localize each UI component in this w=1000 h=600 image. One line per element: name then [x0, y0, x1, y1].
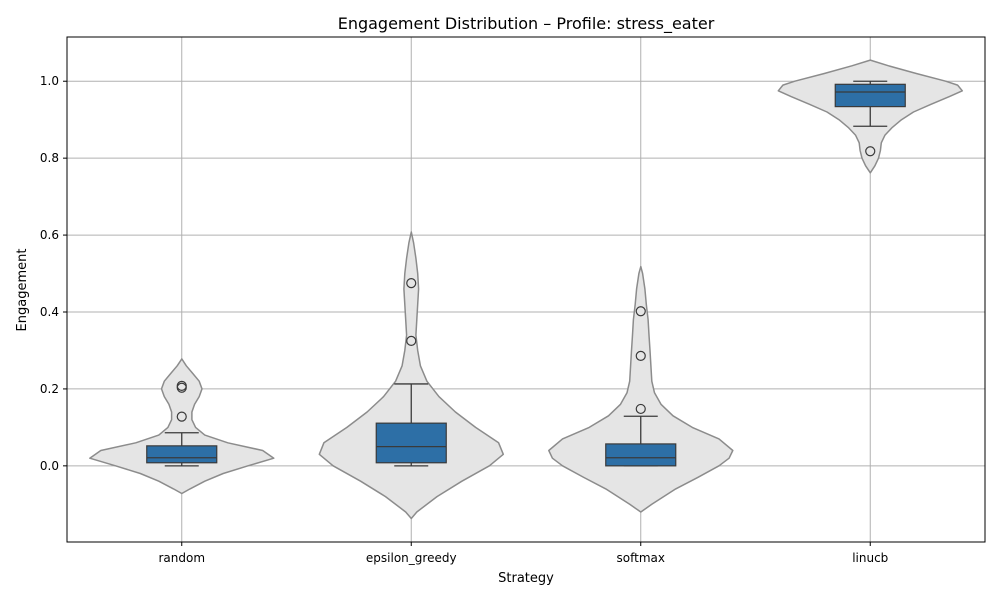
plot-frame — [66, 36, 986, 543]
box-linucb — [834, 83, 906, 108]
y-tick-label: 0.4 — [40, 305, 59, 319]
x-tick-label: random — [158, 551, 205, 565]
outlier-point — [176, 411, 187, 422]
violin-epsilon_greedy — [318, 231, 505, 520]
x-tick-label: softmax — [617, 551, 665, 565]
boxplots — [146, 80, 906, 467]
y-tick-label: 0.8 — [40, 151, 59, 165]
outlier-point — [635, 306, 646, 317]
y-tick-label: 0.2 — [40, 382, 59, 396]
outlier-point — [406, 278, 417, 289]
y-axis-label: Engagement — [15, 249, 30, 332]
outlier-point — [176, 380, 187, 391]
x-axis-ticks: random epsilon_greedy softmax linucb — [158, 542, 888, 565]
outlier-point — [865, 146, 876, 157]
chart-title: Engagement Distribution – Profile: stres… — [338, 14, 715, 34]
y-tick-label: 0.0 — [40, 459, 59, 473]
box-random — [146, 445, 218, 464]
outlier-point — [635, 350, 646, 361]
y-tick-label: 1.0 — [40, 74, 59, 88]
x-tick-label: linucb — [852, 551, 888, 565]
box-softmax — [605, 443, 677, 467]
box-epsilon_greedy — [375, 422, 447, 464]
x-tick-label: epsilon_greedy — [366, 551, 457, 565]
y-axis-ticks: 0.0 0.2 0.4 0.6 0.8 1.0 — [40, 74, 67, 473]
y-tick-label: 0.6 — [40, 228, 59, 242]
grid — [67, 37, 985, 542]
violins — [89, 59, 964, 520]
violin-softmax — [548, 265, 734, 513]
outlier-point — [635, 403, 646, 415]
outlier-point — [406, 335, 417, 346]
violin-random — [89, 358, 275, 495]
x-axis-label: Strategy — [498, 571, 554, 586]
